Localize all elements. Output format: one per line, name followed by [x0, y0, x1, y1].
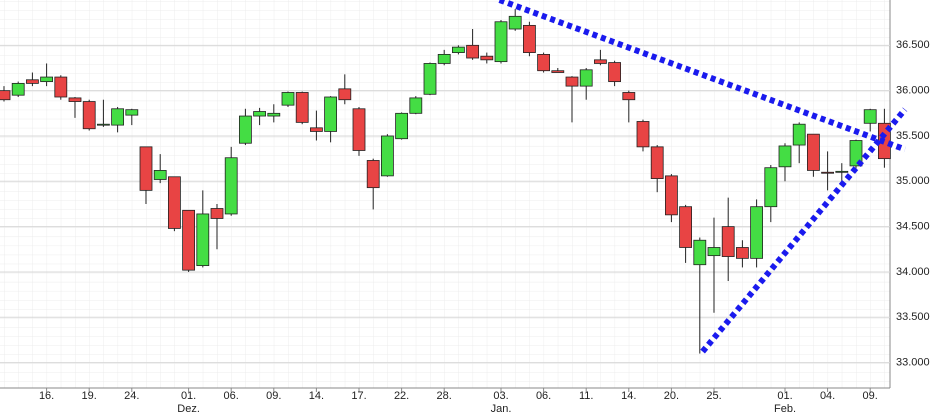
x-tick-label: 09. [863, 390, 878, 402]
candle-body [125, 109, 139, 116]
x-tick-label: 17. [351, 390, 366, 402]
x-tick-label: 16. [39, 390, 54, 402]
x-tick-label: 04. [820, 390, 835, 402]
y-tick-label: 35.500 [896, 130, 930, 142]
month-label: Dez. [177, 403, 200, 415]
x-tick-label: 06. [224, 390, 239, 402]
candle-body [849, 140, 863, 167]
y-tick-label: 36.500 [896, 39, 930, 51]
y-tick-label: 34.000 [896, 266, 930, 278]
x-tick-label: 19. [82, 390, 97, 402]
candle-body [551, 70, 565, 73]
candle-body [0, 90, 11, 101]
candle-body [494, 21, 508, 63]
candle-body [54, 76, 68, 98]
candle-body [537, 53, 550, 72]
month-label: Feb. [774, 403, 796, 415]
candle-body [778, 145, 792, 168]
x-tick-label: 25. [706, 390, 721, 402]
candle-body [338, 88, 352, 101]
x-tick-label: 11. [579, 390, 593, 402]
candle-body [253, 111, 267, 117]
candle-body [11, 83, 25, 96]
candle-body [792, 123, 806, 146]
candle-body [139, 146, 153, 191]
candle-body [835, 170, 849, 173]
candle-body [267, 112, 281, 117]
candle-body [25, 79, 39, 84]
candle-body [97, 123, 110, 126]
candle-body [40, 76, 53, 82]
candle-body [153, 170, 167, 180]
candle-body [693, 239, 707, 266]
x-tick-label: 01. [777, 390, 792, 402]
candle-body [309, 127, 323, 132]
candle-body [622, 92, 636, 101]
x-tick-label: 03. [493, 390, 508, 402]
candle-body [210, 208, 224, 219]
candle-body [523, 24, 536, 53]
candle-body [679, 206, 692, 248]
y-tick-label: 36.000 [896, 85, 930, 97]
x-tick-label: 14. [621, 390, 636, 402]
candle-body [68, 97, 82, 102]
candle-body [665, 175, 678, 216]
candle-body [466, 44, 480, 59]
candle-body [721, 226, 735, 257]
x-tick-label: 01. [181, 390, 196, 402]
candle-body [167, 176, 181, 229]
candle-body [395, 112, 409, 140]
candle-body [324, 96, 338, 132]
candle-body [437, 53, 451, 64]
candle-body [807, 133, 820, 171]
candle-body [182, 209, 196, 271]
candle-body [281, 92, 295, 106]
candle-body [750, 206, 763, 259]
x-tick-label: 14. [309, 390, 324, 402]
candle-body [451, 46, 465, 53]
x-tick-label: 24. [124, 390, 139, 402]
candle-body [608, 62, 621, 82]
candle-body [636, 121, 650, 148]
candle-body [111, 108, 124, 126]
candle-body [579, 69, 593, 87]
candle-body [366, 160, 380, 189]
candle-body [380, 135, 394, 177]
candle-body [409, 97, 423, 114]
trendline [498, 0, 907, 153]
candle-body [764, 167, 778, 208]
candle-body [863, 109, 877, 124]
trendline [700, 107, 908, 354]
y-tick-label: 34.500 [896, 221, 930, 233]
candle-body [707, 247, 721, 257]
y-tick-label: 35.000 [896, 175, 930, 187]
candle-body [508, 15, 522, 30]
candle-body [650, 146, 664, 179]
candle-body [821, 171, 834, 174]
candle-body [196, 213, 210, 267]
candle-body [295, 92, 309, 123]
x-tick-label: 09. [266, 390, 281, 402]
minor-grid [0, 0, 890, 388]
candle-body [224, 157, 238, 215]
x-tick-label: 28. [437, 390, 452, 402]
candle-body [565, 76, 579, 87]
candle-body [594, 59, 607, 64]
candle-body [423, 63, 437, 95]
x-tick-label: 22. [394, 390, 409, 402]
candle-body [82, 101, 96, 130]
candle-body [352, 108, 366, 151]
candle-body [736, 247, 749, 259]
month-label: Jan. [491, 403, 512, 415]
candle-body [480, 55, 494, 61]
x-tick-label: 06. [536, 390, 551, 402]
y-tick-label: 33.000 [896, 357, 930, 369]
x-tick-label: 20. [664, 390, 679, 402]
y-tick-label: 33.500 [896, 311, 930, 323]
candle-body [238, 115, 252, 144]
